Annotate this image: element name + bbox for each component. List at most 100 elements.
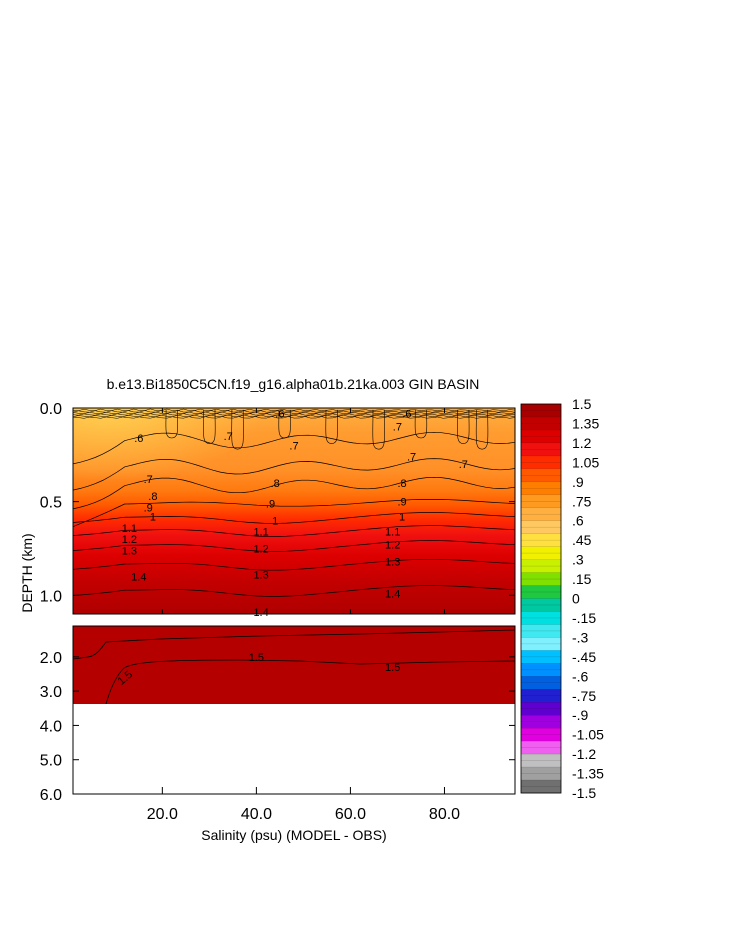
plume-contour-line <box>203 409 216 444</box>
colorbar-label: 1.2 <box>572 435 592 451</box>
colorbar-swatch <box>521 455 561 470</box>
colorbar-swatch <box>521 741 561 755</box>
contour-label: 1 <box>399 512 405 524</box>
colorbar-label: -1.35 <box>572 766 604 782</box>
plume-contour-line <box>372 409 385 450</box>
colorbar-swatch <box>521 611 561 625</box>
colorbar-swatch <box>521 546 561 560</box>
contour-label: .6 <box>134 433 143 445</box>
colorbar-swatch <box>521 663 561 677</box>
colorbar-swatch <box>521 689 561 703</box>
colorbar-swatch <box>521 624 561 638</box>
colorbar-label: -.75 <box>572 688 596 704</box>
colorbar-swatch <box>521 754 561 768</box>
colorbar-swatch <box>521 404 561 418</box>
surface-contour-line <box>73 416 515 419</box>
contour-label: 1.2 <box>122 534 137 546</box>
contour-label: 1.5 <box>385 662 400 674</box>
x-tick-label: 40.0 <box>241 806 272 823</box>
contour-label: 1.3 <box>253 570 268 582</box>
colorbar-label: -.9 <box>572 707 589 723</box>
contour-label: 1.4 <box>253 607 268 619</box>
plume-contour-line <box>325 409 338 444</box>
contour-label: 1 <box>150 512 156 524</box>
plume-contour-line <box>165 409 178 439</box>
colorbar-label: 1.35 <box>572 415 599 431</box>
colorbar-label: .9 <box>572 474 584 490</box>
contour-line-0.8 <box>73 476 515 510</box>
plume-contour-line <box>457 409 470 444</box>
contour-label: .9 <box>398 497 407 509</box>
contour-label: 1.3 <box>385 557 400 569</box>
y-tick-label: 0.0 <box>40 401 62 418</box>
contour-label: .7 <box>459 459 468 471</box>
contour-label: .7 <box>407 452 416 464</box>
contour-label: .8 <box>148 491 157 503</box>
colorbar-frame <box>520 403 562 794</box>
colorbar-label: .15 <box>572 571 592 587</box>
y-tick-label: 2.0 <box>40 650 62 667</box>
contour-label: .8 <box>271 478 280 490</box>
colorbar-swatch <box>521 585 561 599</box>
contour-label: .7 <box>289 441 298 453</box>
plume-contour-line <box>414 409 428 439</box>
contour-line-1.2 <box>73 540 515 552</box>
colorbar-swatch <box>521 559 561 573</box>
colorbar-swatch <box>521 715 561 729</box>
colorbar-swatch <box>521 507 561 521</box>
colorbar-swatch <box>521 780 561 794</box>
lower-panel: 1.51.51.5 <box>72 625 516 795</box>
contour-line-1.3 <box>73 558 515 571</box>
colorbar-label: .75 <box>572 493 592 509</box>
colorbar-label: -.6 <box>572 668 589 684</box>
colorbar-label: -.15 <box>572 610 596 626</box>
contour-label: .8 <box>398 478 407 490</box>
lower-contour-lines <box>73 629 515 704</box>
contour-label: 1 <box>272 515 278 527</box>
surface-contour-line <box>73 408 515 412</box>
colorbar-label: -.45 <box>572 649 596 665</box>
upper-panel-frame <box>72 407 516 615</box>
colorbar-swatch <box>521 429 561 444</box>
colorbar-label: -1.05 <box>572 727 604 743</box>
contour-label: 1.5 <box>249 652 264 664</box>
colorbar-label: -1.2 <box>572 746 596 762</box>
contour-label: .9 <box>144 502 153 514</box>
colorbar-swatch <box>521 598 561 612</box>
plume-contour-line <box>475 409 489 450</box>
colorbar-swatch <box>521 468 561 483</box>
colorbar-swatch <box>521 442 561 457</box>
contour-line-1.5-upper <box>73 629 515 660</box>
y-tick-label: 6.0 <box>40 787 62 804</box>
colorbar: 1.5 1.35 1.2 1.05 .9 .75 .6 .45 .3 .15 0 -.15 -.3 -.4… <box>520 396 604 801</box>
x-axis-label: Salinity (psu) (MODEL - OBS) <box>201 827 386 843</box>
upper-contour-labels: .6.6.6.7.7.7.7.7.7.8.8.8.9.9.91 1 11.1 1.1 1… <box>122 409 468 619</box>
colorbar-swatch <box>521 637 561 651</box>
colorbar-label: 0 <box>572 591 580 607</box>
y-axis: 0.0 0.5 1.0 2.0 3.0 4.0 5.0 6.0 <box>40 401 515 804</box>
x-tick-label: 20.0 <box>147 806 178 823</box>
y-tick-label: 1.0 <box>40 588 62 605</box>
contour-label: .7 <box>144 474 153 486</box>
contour-label: .6 <box>275 409 284 421</box>
lower-panel-fill <box>73 626 515 704</box>
upper-panel: .6.6.6.7.7.7.7.7.7.8.8.8.9.9.91 1 11.1 1.1 1… <box>72 407 516 619</box>
contour-label: 1.1 <box>122 523 137 535</box>
plume-contour-line <box>278 409 291 439</box>
y-tick-label: 4.0 <box>40 718 62 735</box>
colorbar-swatch <box>521 481 561 496</box>
x-axis: 20.0 40.0 60.0 80.0 <box>147 408 460 823</box>
colorbar-label: .45 <box>572 532 592 548</box>
contour-label: .6 <box>402 409 411 421</box>
contour-label: .9 <box>266 499 275 511</box>
contour-label: 1.4 <box>385 588 400 600</box>
x-tick-label: 80.0 <box>429 806 460 823</box>
contour-label: 1.3 <box>122 545 137 557</box>
y-tick-label: 0.5 <box>40 495 62 512</box>
surface-contour-line <box>73 414 515 418</box>
upper-panel-warm-corner <box>73 408 515 614</box>
colorbar-swatch <box>521 702 561 716</box>
plume-contour-line <box>231 409 244 450</box>
x-tick-label: 60.0 <box>335 806 366 823</box>
